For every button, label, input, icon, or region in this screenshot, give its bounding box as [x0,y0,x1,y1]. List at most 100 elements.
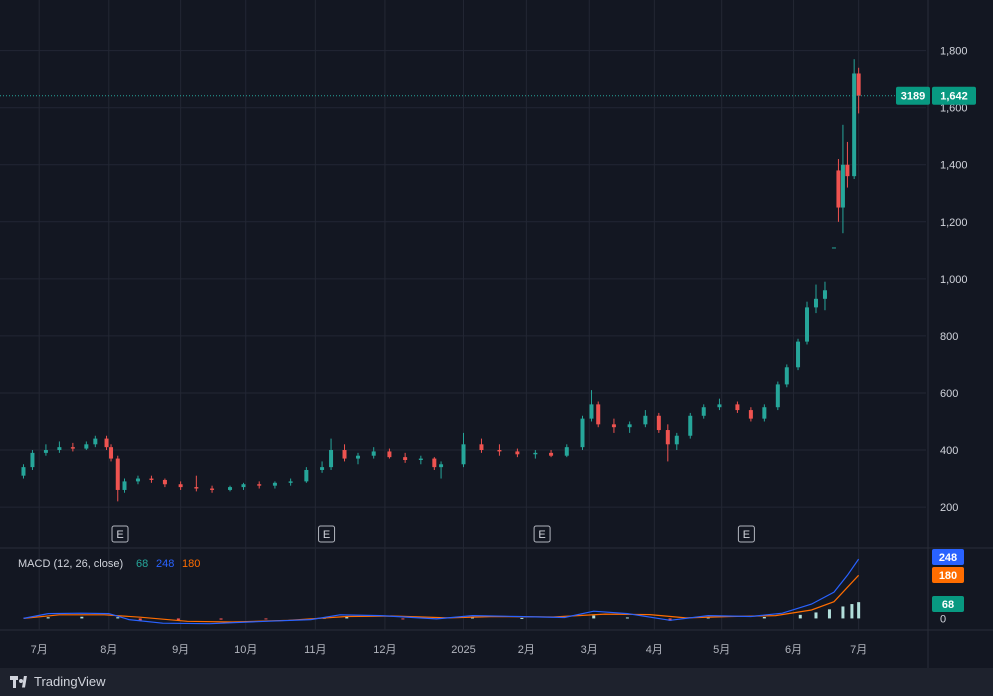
candle-body[interactable] [178,484,183,488]
tradingview-logo-icon [10,675,28,688]
candle-body[interactable] [674,435,679,445]
macd-legend[interactable]: MACD (12, 26, close) 68 248 180 [18,558,200,570]
macd-pane[interactable] [23,558,861,625]
candle-body[interactable] [822,290,827,299]
macd-histogram-bar [470,617,474,619]
earnings-marker[interactable] [737,525,755,543]
tradingview-logo[interactable]: TradingView [10,674,106,689]
time-tick-label: 4月 [646,644,663,656]
candle-body[interactable] [432,458,437,468]
candle-body[interactable] [852,73,857,177]
candle-body[interactable] [228,487,233,490]
price-tick-label: 1,200 [940,217,968,229]
candle-body[interactable] [549,452,554,456]
candle-body[interactable] [342,450,347,459]
price-tick-label: 200 [940,502,958,514]
candle-body[interactable] [784,367,789,385]
candle-body[interactable] [479,444,484,451]
candle-body[interactable] [272,482,277,486]
candle-body[interactable] [589,404,594,419]
histogram-value-badge [932,596,964,612]
candle-body[interactable] [775,384,780,408]
price-tick-label: 1,800 [940,46,968,58]
macd-histogram-bar [827,609,831,619]
time-tick-label: 2月 [518,644,535,656]
overlay-layer: 3189 1,642 E E E E 248 180 68 [0,86,976,612]
candle-body[interactable] [122,481,127,490]
candle-body[interactable] [241,484,246,488]
price-tick-label: 1,400 [940,160,968,172]
candle-body[interactable] [856,73,861,96]
candle-body[interactable] [30,452,35,468]
candle-body[interactable] [717,404,722,408]
candle-body[interactable] [580,418,585,448]
macd-histogram-bar [520,617,524,619]
candle-body[interactable] [194,487,199,489]
candle-body[interactable] [57,447,62,451]
candle-body[interactable] [627,424,632,428]
symbol-badge-text: 3189 [901,91,925,103]
candle-body[interactable] [564,447,569,456]
candle-body[interactable] [840,164,845,208]
candle-body[interactable] [805,307,810,342]
candle-body[interactable] [403,457,408,460]
candle-body[interactable] [656,415,661,431]
candle-body[interactable] [210,488,215,490]
earnings-marker[interactable] [111,525,129,543]
candle-body[interactable] [115,458,120,490]
candle-body[interactable] [109,447,114,459]
macd-value-badge [932,549,964,565]
candle-body[interactable] [371,451,376,456]
candle-body[interactable] [21,467,26,476]
candle-body[interactable] [748,410,753,419]
candle-body[interactable] [149,478,154,480]
candle-body[interactable] [836,170,841,208]
macd-legend-label: MACD (12, 26, close) [18,558,123,570]
earnings-marker[interactable] [318,525,336,543]
candle-body[interactable] [93,438,98,445]
candle-body[interactable] [813,298,818,308]
candle-body[interactable] [135,478,140,482]
candle-body[interactable] [355,455,360,459]
candle-body[interactable] [304,469,309,482]
candle-body[interactable] [418,458,423,460]
candle-body[interactable] [533,452,538,455]
chart-background [0,0,993,668]
candle-body[interactable] [735,404,740,411]
candle-body[interactable] [288,481,293,483]
candle-body[interactable] [43,450,48,453]
candle-body[interactable] [387,451,392,458]
time-tick-label: 6月 [785,644,802,656]
chart-svg[interactable]: 200 400 600 800 1,000 1,200 1,400 1,600 1,800 0 7月… [0,0,993,668]
candle-body[interactable] [762,407,767,419]
candle-body[interactable] [497,450,502,452]
candle-body[interactable] [611,424,616,428]
macd-line [23,558,860,625]
candle-body[interactable] [257,484,262,486]
price-tick-label: 800 [940,331,958,343]
candle-body[interactable] [104,438,109,448]
candle-body[interactable] [665,430,670,445]
time-tick-label: 7月 [31,644,48,656]
candle-body[interactable] [831,247,836,249]
candle-body[interactable] [70,447,75,449]
candle-body[interactable] [845,164,850,177]
candle-body[interactable] [688,415,693,436]
candle-body[interactable] [84,444,89,449]
candle-body[interactable] [439,464,444,468]
candle-body[interactable] [701,407,706,416]
candle-body[interactable] [596,404,601,425]
candle-body[interactable] [329,450,334,468]
earnings-marker-label: E [116,529,123,541]
candle-body[interactable] [320,467,325,470]
candle-body[interactable] [796,341,801,368]
candle-body[interactable] [515,451,520,455]
earnings-marker[interactable] [533,525,551,543]
price-pane[interactable] [21,59,861,502]
candle-body[interactable] [162,479,167,485]
candle-body[interactable] [461,444,466,465]
candle-body[interactable] [643,415,648,425]
earnings-marker-label: E [743,529,750,541]
time-tick-label: 2025 [451,644,475,656]
